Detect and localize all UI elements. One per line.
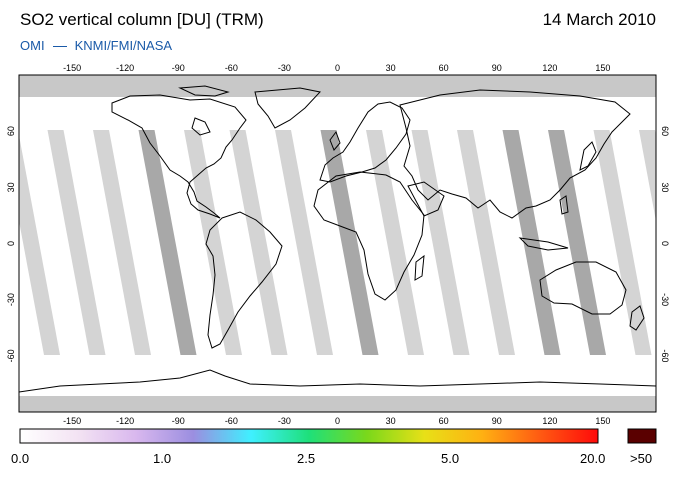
coastline-madagascar [414, 254, 425, 281]
lat-tick-label-left: 30 [6, 182, 16, 192]
coastline-south-america [205, 211, 283, 349]
lon-tick-label-top: -120 [116, 63, 134, 73]
lon-tick-label-top: -150 [63, 63, 81, 73]
lat-tick-label-right: 30 [660, 182, 670, 192]
lon-tick-label-bottom: 60 [439, 416, 449, 426]
lat-tick-label-right: 60 [660, 126, 670, 136]
lon-tick-label-top: 0 [335, 63, 340, 73]
lon-tick-label-bottom: -30 [278, 416, 291, 426]
orbit-gap-band [138, 130, 197, 355]
coastline-greenland [254, 87, 321, 129]
coastline-antarctica [19, 369, 656, 393]
data-credit: OMI KNMI/FMI/NASA [20, 38, 172, 53]
lon-tick-label-top: -60 [225, 63, 238, 73]
colorbar [19, 428, 599, 444]
lat-tick-label-right: -60 [660, 349, 670, 362]
lon-tick-label-bottom: 120 [542, 416, 557, 426]
coastline-new-zealand [629, 305, 645, 331]
lat-tick-label-left: 60 [6, 126, 16, 136]
coastline-north-america [111, 94, 247, 219]
lon-tick-label-top: 120 [542, 63, 557, 73]
lat-tick-label-right: -30 [660, 293, 670, 306]
credit-separator [52, 46, 67, 48]
coastline-africa [313, 171, 425, 301]
lon-tick-label-bottom: -150 [63, 416, 81, 426]
lon-tick-label-top: 30 [386, 63, 396, 73]
lon-tick-label-bottom: 90 [492, 416, 502, 426]
longitude-ticks-bottom: -150 -120 -90 -60 -30 0 30 60 90 120 150 [63, 416, 610, 426]
coastline-asia [399, 89, 631, 219]
lon-tick-label-top: 90 [492, 63, 502, 73]
colorbar-label-0: 0.0 [11, 451, 30, 466]
colorbar-overflow-swatch [627, 428, 657, 444]
coastline-arabia [407, 181, 445, 217]
orbit-gap-band [93, 130, 151, 355]
lon-tick-label-top: -90 [172, 63, 185, 73]
orbit-gap-band [320, 130, 379, 355]
lon-tick-label-top: 60 [439, 63, 449, 73]
colorbar-label-4: 20.0 [580, 451, 606, 466]
orbit-gap-band [229, 130, 288, 355]
colorbar-label-3: 5.0 [441, 451, 460, 466]
orbit-swath-gaps [19, 130, 656, 355]
lon-tick-label-bottom: -120 [116, 416, 134, 426]
orbit-gap-band [411, 130, 470, 355]
orbit-gap-band [47, 130, 106, 355]
lat-tick-label-left: -60 [6, 349, 16, 362]
lon-tick-label-bottom: -60 [225, 416, 238, 426]
colorbar-overflow-label: >50 [630, 451, 653, 466]
orbit-gap-band [184, 130, 242, 355]
longitude-ticks-top: -150 -120 -90 -60 -30 0 30 60 90 120 150 [63, 63, 610, 73]
lon-tick-label-bottom: 150 [595, 416, 610, 426]
credit-instrument: OMI [20, 38, 45, 53]
south-polar-mask [19, 396, 656, 412]
orbit-gap-band [366, 130, 424, 355]
coastlines [19, 85, 656, 393]
lon-tick-label-bottom: -90 [172, 416, 185, 426]
map-date: 14 March 2010 [542, 10, 656, 29]
coastline-indonesia [518, 237, 569, 251]
colorbar-label-1: 1.0 [153, 451, 172, 466]
map-frame [18, 74, 657, 413]
lat-tick-label-left: -30 [6, 293, 16, 306]
orbit-gap-band [275, 130, 333, 355]
north-polar-mask [19, 75, 656, 97]
coastline-philippines [559, 195, 569, 215]
lat-tick-label-right: 0 [660, 241, 670, 246]
colorbar-label-2: 2.5 [297, 451, 316, 466]
coastline-japan [579, 141, 597, 171]
orbit-gap-band [593, 130, 652, 355]
coastline-arctic-islands [178, 85, 230, 97]
latitude-ticks-right: 60 30 0 -30 -60 [660, 126, 670, 362]
lon-tick-label-bottom: 0 [335, 416, 340, 426]
latitude-ticks-left: 60 30 0 -30 -60 [6, 126, 16, 362]
orbit-gap-band [639, 130, 656, 222]
coastline-british-isles [329, 130, 341, 151]
lat-tick-label-left: 0 [6, 241, 16, 246]
orbit-gap-band [457, 130, 515, 355]
lon-tick-label-top: -30 [278, 63, 291, 73]
lon-tick-label-bottom: 30 [386, 416, 396, 426]
coastline-australia [539, 261, 627, 315]
orbit-gap-band [19, 135, 60, 355]
lon-tick-label-top: 150 [595, 63, 610, 73]
map-title: SO2 vertical column [DU] (TRM) [20, 10, 264, 29]
credit-agencies: KNMI/FMI/NASA [74, 38, 173, 53]
coastline-hudson-bay [191, 117, 211, 136]
